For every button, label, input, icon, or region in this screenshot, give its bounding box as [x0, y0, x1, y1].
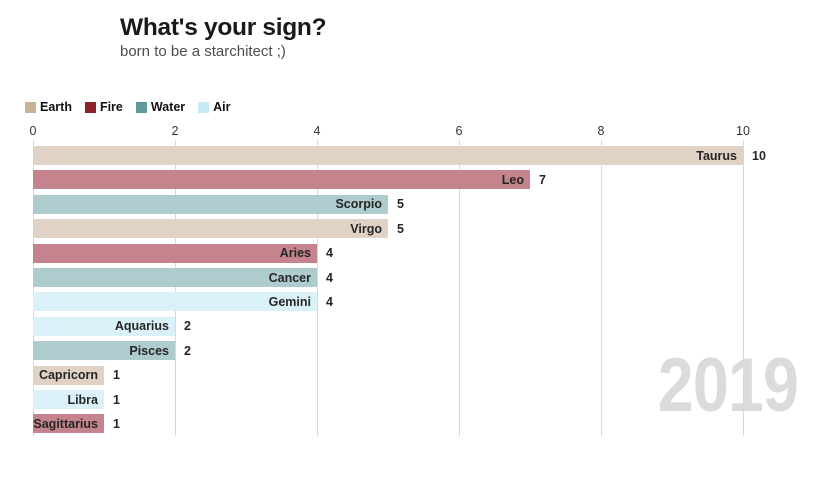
- chart-subtitle: born to be a starchitect ;): [120, 43, 286, 60]
- bar-scorpio: Scorpio: [33, 194, 388, 214]
- bar-libra: Libra: [33, 390, 104, 409]
- legend-label: Water: [150, 100, 186, 114]
- legend-swatch-icon: [198, 101, 210, 113]
- x-axis-tick-label: 8: [597, 124, 605, 138]
- bar-aries: Aries: [33, 243, 317, 263]
- bar-label: Leo: [501, 172, 524, 187]
- legend: Earth Fire Water Air: [25, 100, 231, 114]
- bar-capricorn: Capricorn: [33, 365, 104, 385]
- bar-label: Capricorn: [38, 368, 98, 383]
- bar-cancer: Cancer: [33, 268, 317, 287]
- bar-virgo: Virgo: [33, 219, 388, 239]
- bar-value: 5: [397, 221, 404, 236]
- bar-value: 1: [113, 368, 120, 383]
- bar-label: Taurus: [696, 148, 737, 163]
- bar-taurus: Taurus: [33, 146, 743, 165]
- bar-label: Scorpio: [335, 197, 382, 212]
- gridline: [317, 140, 318, 436]
- legend-item-earth[interactable]: Earth: [25, 100, 72, 114]
- bar-label: Pisces: [129, 343, 169, 358]
- bar-value: 2: [184, 319, 191, 334]
- bar-sagittarius: Sagittarius: [33, 414, 104, 434]
- bar-label: Virgo: [350, 221, 382, 236]
- gridline: [743, 140, 744, 436]
- gridline: [459, 140, 460, 436]
- bar-value: 4: [326, 246, 333, 261]
- legend-item-air[interactable]: Air: [198, 100, 231, 114]
- legend-label: Air: [213, 100, 231, 114]
- legend-swatch-icon: [84, 101, 96, 113]
- legend-swatch-icon: [135, 101, 147, 113]
- bar-value: 7: [539, 172, 546, 187]
- x-axis-tick-label: 2: [171, 124, 179, 138]
- bar-label: Sagittarius: [33, 416, 98, 431]
- legend-label: Fire: [99, 100, 123, 114]
- bar-value: 1: [113, 416, 120, 431]
- x-axis-tick-label: 4: [313, 124, 321, 138]
- bar-label: Libra: [67, 392, 98, 407]
- bar-gemini: Gemini: [33, 292, 317, 312]
- bar-label: Cancer: [268, 270, 311, 285]
- gridline: [175, 140, 176, 436]
- x-axis-tick-label: 10: [736, 124, 750, 138]
- gridline: [601, 140, 602, 436]
- bar-value: 4: [326, 294, 333, 309]
- legend-item-water[interactable]: Water: [135, 100, 186, 114]
- bar-value: 1: [113, 392, 120, 407]
- bar-label: Aries: [279, 246, 311, 261]
- legend-label: Earth: [40, 100, 72, 114]
- x-axis-tick-label: 0: [29, 124, 37, 138]
- bar-label: Gemini: [268, 294, 311, 309]
- bar-label: Aquarius: [114, 319, 169, 334]
- gridline: [33, 140, 34, 436]
- bar-pisces: Pisces: [33, 341, 175, 361]
- bar-value: 4: [326, 270, 333, 285]
- x-axis-tick-label: 6: [455, 124, 463, 138]
- bar-aquarius: Aquarius: [33, 316, 175, 336]
- year-watermark: 2019: [657, 343, 799, 428]
- chart-title: What's your sign?: [120, 14, 327, 41]
- legend-item-fire[interactable]: Fire: [84, 100, 123, 114]
- bar-value: 5: [397, 197, 404, 212]
- bar-value: 2: [184, 343, 191, 358]
- bar-value: 10: [752, 148, 766, 163]
- bar-leo: Leo: [33, 170, 530, 190]
- legend-swatch-icon: [25, 101, 36, 113]
